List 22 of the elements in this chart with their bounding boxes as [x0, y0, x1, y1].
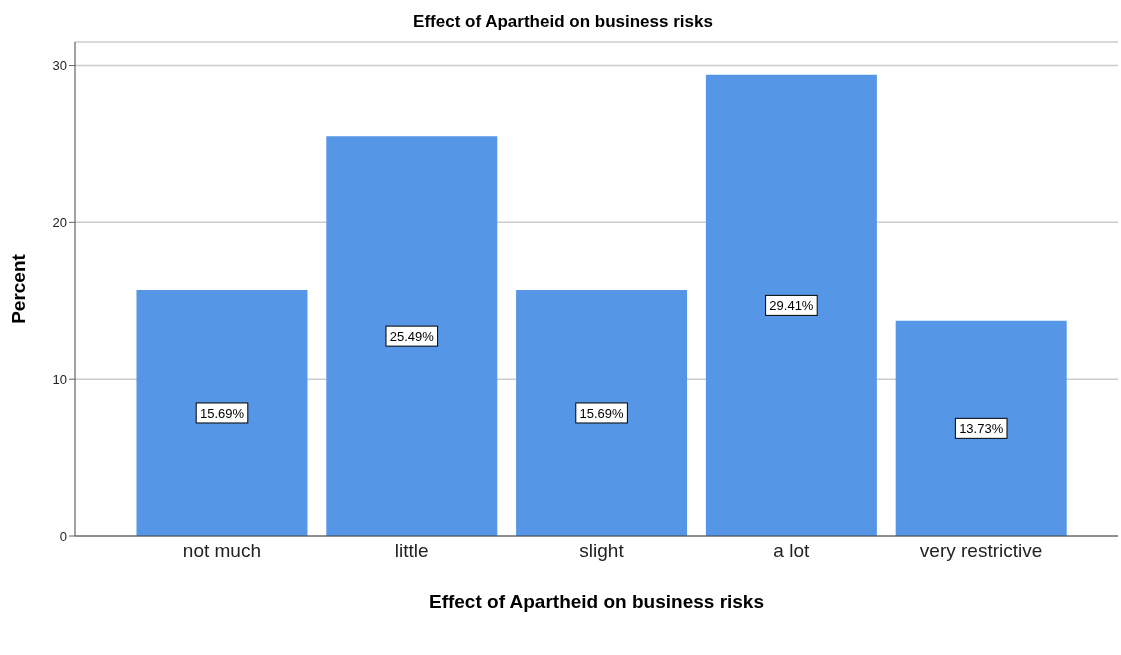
bar	[705, 74, 877, 536]
bar	[326, 136, 498, 536]
bar	[136, 289, 308, 536]
x-tick-label: not much	[182, 540, 261, 562]
bar	[895, 320, 1067, 536]
x-tick-label: a lot	[773, 540, 810, 562]
data-label: 13.73%	[959, 421, 1004, 437]
y-tick-label: 20	[52, 214, 67, 230]
y-tick-label: 30	[52, 58, 67, 74]
data-label: 15.69%	[579, 405, 625, 421]
y-axis-title: Percent	[7, 253, 29, 324]
x-tick-label: little	[394, 540, 429, 562]
data-label: 29.41%	[769, 298, 814, 314]
x-axis-title: Effect of Apartheid on business risks	[428, 591, 765, 612]
x-tick-label: slight	[579, 540, 625, 562]
chart-title: Effect of Apartheid on business risks	[412, 11, 714, 33]
bar	[516, 289, 688, 536]
data-label: 25.49%	[389, 329, 435, 345]
data-label: 15.69%	[199, 405, 245, 421]
y-tick-label: 10	[52, 371, 67, 387]
x-tick-label: very restrictive	[919, 540, 1043, 562]
y-tick-label: 0	[59, 528, 67, 544]
